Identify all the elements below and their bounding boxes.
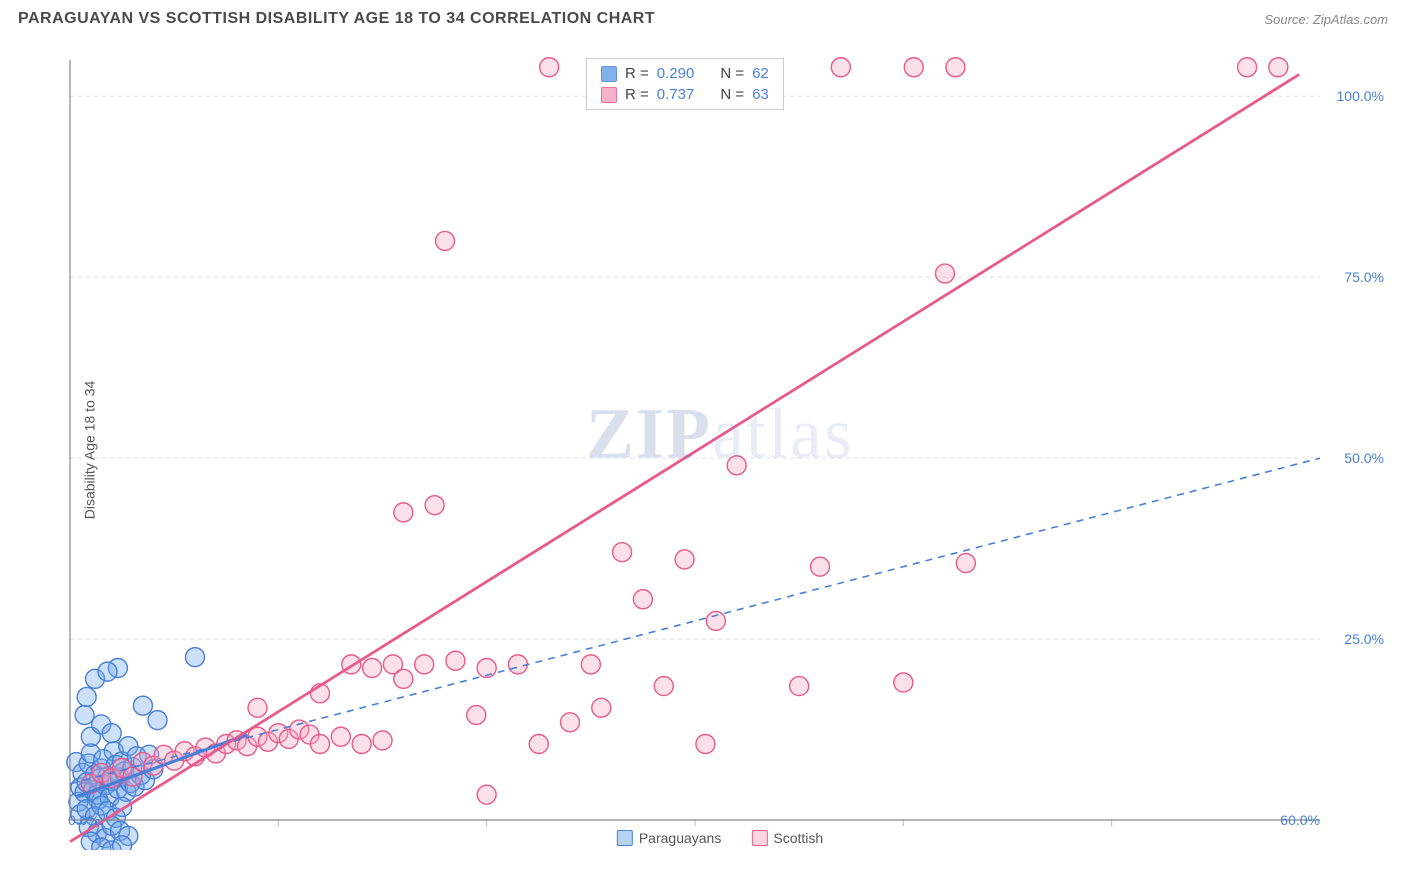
data-point	[894, 673, 913, 692]
data-point	[331, 727, 350, 746]
data-point	[248, 698, 267, 717]
series-swatch	[601, 66, 617, 82]
data-point	[75, 706, 94, 725]
y-tick-label: 50.0%	[1344, 450, 1384, 466]
data-point	[727, 456, 746, 475]
source-attribution: Source: ZipAtlas.com	[1264, 12, 1388, 27]
data-point	[425, 496, 444, 515]
data-point	[936, 264, 955, 283]
data-point	[790, 677, 809, 696]
data-point	[706, 611, 725, 630]
legend-item: Paraguayans	[617, 830, 722, 846]
data-point	[811, 557, 830, 576]
data-point	[831, 58, 850, 77]
data-point	[186, 648, 205, 667]
stat-n-value: 63	[752, 86, 769, 103]
data-point	[956, 554, 975, 573]
stats-row: R = 0.290 N = 62	[601, 63, 769, 84]
y-tick-label: 75.0%	[1344, 269, 1384, 285]
data-point	[98, 662, 117, 681]
legend-item: Scottish	[751, 830, 823, 846]
data-point	[696, 735, 715, 754]
data-point	[561, 713, 580, 732]
stat-n-value: 62	[752, 65, 769, 82]
data-point	[654, 677, 673, 696]
y-tick-label: 100.0%	[1337, 88, 1384, 104]
stats-row: R = 0.737 N = 63	[601, 84, 769, 105]
series-swatch	[601, 87, 617, 103]
data-point	[133, 696, 152, 715]
data-point	[477, 785, 496, 804]
y-axis-label: Disability Age 18 to 34	[81, 381, 97, 520]
data-point	[373, 731, 392, 750]
legend: Paraguayans Scottish	[617, 830, 823, 846]
stat-r-label: R =	[625, 86, 649, 103]
x-tick-label: 60.0%	[1280, 812, 1320, 828]
data-point	[633, 590, 652, 609]
legend-swatch	[751, 830, 767, 846]
data-point	[148, 711, 167, 730]
stat-r-label: R =	[625, 65, 649, 82]
data-point	[363, 659, 382, 678]
data-point	[467, 706, 486, 725]
stat-r-value: 0.290	[657, 65, 695, 82]
data-point	[540, 58, 559, 77]
data-point	[77, 687, 96, 706]
data-point	[102, 724, 121, 743]
scatter-plot-svg	[50, 50, 1390, 850]
data-point	[311, 735, 330, 754]
stat-n-label: N =	[720, 65, 744, 82]
legend-label: Scottish	[773, 830, 823, 846]
data-point	[436, 231, 455, 250]
data-point	[946, 58, 965, 77]
data-point	[675, 550, 694, 569]
chart-title: PARAGUAYAN VS SCOTTISH DISABILITY AGE 18…	[18, 10, 655, 28]
chart-area: Disability Age 18 to 34 ZIPatlas R = 0.2…	[50, 50, 1390, 850]
data-point	[613, 543, 632, 562]
legend-label: Paraguayans	[639, 830, 722, 846]
data-point	[394, 503, 413, 522]
data-point	[446, 651, 465, 670]
y-tick-label: 25.0%	[1344, 631, 1384, 647]
data-point	[581, 655, 600, 674]
correlation-stats-box: R = 0.290 N = 62 R = 0.737 N = 63	[586, 58, 784, 110]
data-point	[904, 58, 923, 77]
data-point	[529, 735, 548, 754]
data-point	[394, 669, 413, 688]
data-point	[113, 836, 132, 850]
data-point	[352, 735, 371, 754]
data-point	[508, 655, 527, 674]
legend-swatch	[617, 830, 633, 846]
data-point	[592, 698, 611, 717]
data-point	[1238, 58, 1257, 77]
stat-r-value: 0.737	[657, 86, 695, 103]
data-point	[1269, 58, 1288, 77]
stat-n-label: N =	[720, 86, 744, 103]
data-point	[415, 655, 434, 674]
x-tick-label: 0.0%	[68, 812, 100, 828]
